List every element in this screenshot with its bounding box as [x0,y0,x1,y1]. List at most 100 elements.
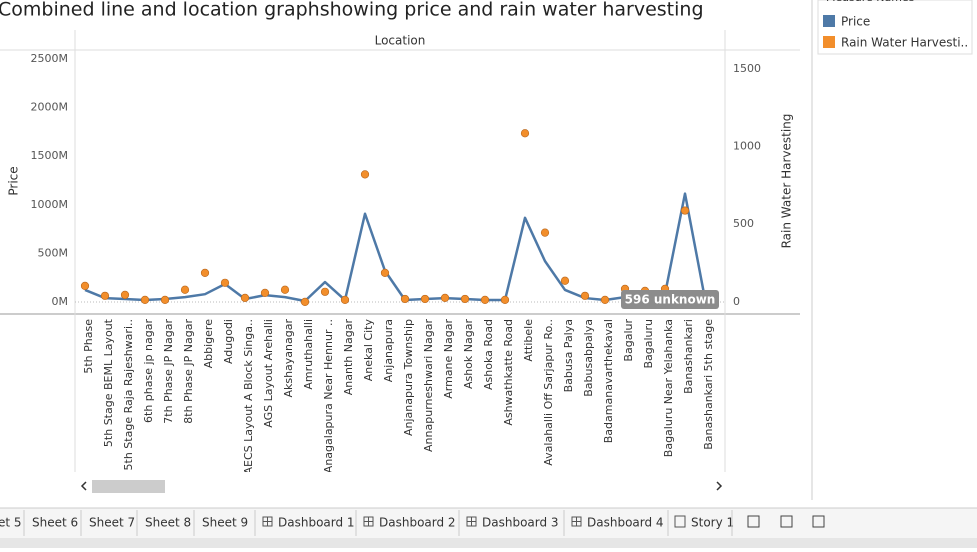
annotation: 596 unknown [621,290,719,309]
rain-dot [420,294,430,304]
legend-swatch [823,15,835,27]
x-tick-label: Ashwathkatte Road [502,319,515,426]
y2-tick-label: 1000 [733,140,761,153]
axes: 0M 500M 1000M 1500M 2000M 2500M 0 500 1000 1500 [31,52,762,308]
scrollbar[interactable] [76,478,726,494]
tab-bar [0,508,977,538]
x-tick-label: Abbigere [202,319,215,369]
rain-dot [340,295,350,304]
x-tick-label: Anjanapura [382,319,395,382]
new-dashboard[interactable] [780,515,793,528]
scroll-thumb[interactable] [92,480,165,493]
y-tick-label: 2000M [31,101,69,114]
rain-dot [180,285,190,294]
rain-dot [680,206,690,215]
rain-dot [220,278,230,287]
sheet-tab[interactable]: Sheet 9 [202,516,248,530]
y2-tick-label: 500 [733,217,754,230]
legend-title: Measure Names [826,0,915,4]
sheet-area [0,0,812,500]
rain-dot [140,295,150,304]
rain-dot [400,294,410,304]
rain-dot [440,293,450,302]
rain-dot [580,291,590,300]
y2-tick-label: 0 [733,295,740,308]
y-tick-label: 1500M [31,149,69,162]
x-tick-label: 5th Stage BEML Layout [102,318,115,447]
sheet-tab[interactable]: Dashboard 1 [278,516,355,530]
y-tick-label: 1000M [31,198,69,211]
rain-dot [240,293,250,302]
x-tick-label: Anagalapura Near Hennur .. [322,319,335,473]
sheet-tab[interactable]: Dashboard 3 [482,516,559,530]
rain-dot [380,268,390,277]
x-tick-label: Bagaluru Near Yelahanka [662,319,675,457]
x-tick-label: Armane Nagar [442,319,455,399]
rain-dot [460,294,470,304]
rain-dot [520,129,530,138]
x-tick-label: AECS Layout A Block Singa.. [242,319,255,475]
sheet-tab[interactable]: Story 1 [691,516,734,530]
story-icon [674,515,686,528]
x-tick-label: Banashankari 5th stage [702,319,715,450]
tabs: et 5 Sheet 6 Sheet 7 Sheet 8 Sheet 9 Dashboar… [0,510,734,536]
x-tick-label: Ananth Nagar [342,319,355,396]
x-tick-label: Adugodi [222,319,235,364]
rain-dot [100,291,110,300]
rain-dot [300,297,310,306]
x-tick-label: Anekal City [362,319,375,382]
rain-dot [600,295,610,304]
x-tick-label: Babusabpalya [582,319,595,397]
scroll-left[interactable] [80,481,87,491]
x-tick-label: 7th Phase JP Nagar [162,319,175,424]
rain-dot [360,170,370,179]
sheet-tab[interactable]: Sheet 8 [145,516,191,530]
sheet-tab[interactable]: Dashboard 2 [379,516,456,530]
sheet-tab[interactable]: et 5 [0,516,22,530]
chart-title: Combined line and location graphshowing … [0,0,704,21]
scroll-right[interactable] [716,481,723,491]
x-tick-label: Attibele [522,319,535,362]
rain-dot [80,281,90,290]
new-story[interactable] [812,515,825,528]
new-sheet-icons [747,515,825,528]
x-tick-label: 5th Phase [82,319,95,374]
y-tick-label: 0M [52,295,69,308]
y2-axis-title: Rain Water Harvesting [780,114,794,249]
x-tick-label: Ashoka Road [482,319,495,390]
legend-label[interactable]: Rain Water Harvesti.. [841,36,968,50]
x-tick-label: Bagalur [622,319,635,362]
x-tick-label: 6th phase jp nagar [142,319,155,423]
x-tick-label: AGS Layout Arehalli [262,319,275,428]
rain-dot [320,287,330,296]
rain-dot [160,295,170,304]
legend [817,0,973,55]
rain-dot [260,288,270,297]
sheet-tab[interactable]: Sheet 7 [89,516,135,530]
x-tick-label: Babusa Palya [562,319,575,392]
x-tick-label: Amruthahalli [302,319,315,390]
x-header: Location [375,34,426,48]
x-tick-label: Anjanapura Township [402,319,415,436]
x-tick-label: Bagaluru [642,319,655,369]
sheet-tab[interactable]: Sheet 6 [32,516,78,530]
y-axis-title: Price [7,166,21,195]
x-tick-label: Ashok Nagar [462,319,475,390]
annotation-text: 596 unknown [625,293,716,307]
legend-label[interactable]: Price [841,15,870,29]
x-tick-label: 8th Phase JP Nagar [182,319,195,424]
x-tick-label: 5th Stage Raja Rajeshwari.. [122,319,135,470]
rain-dot [560,276,570,285]
x-tick-label: Akshayanagar [282,319,295,398]
x-tick-label: Avalahalli Off Sarjapur Ro.. [542,319,555,466]
category-labels: 5th Phase 5th Stage BEML Layout 5th Stage … [82,318,715,475]
rain-dot [280,285,290,294]
sheet-tab[interactable]: Dashboard 4 [587,516,664,530]
y-tick-label: 2500M [31,52,69,65]
new-sheet[interactable] [747,515,760,528]
x-tick-label: Banashankari [682,319,695,394]
y-tick-label: 500M [38,246,69,259]
annotation-badge [621,290,719,309]
